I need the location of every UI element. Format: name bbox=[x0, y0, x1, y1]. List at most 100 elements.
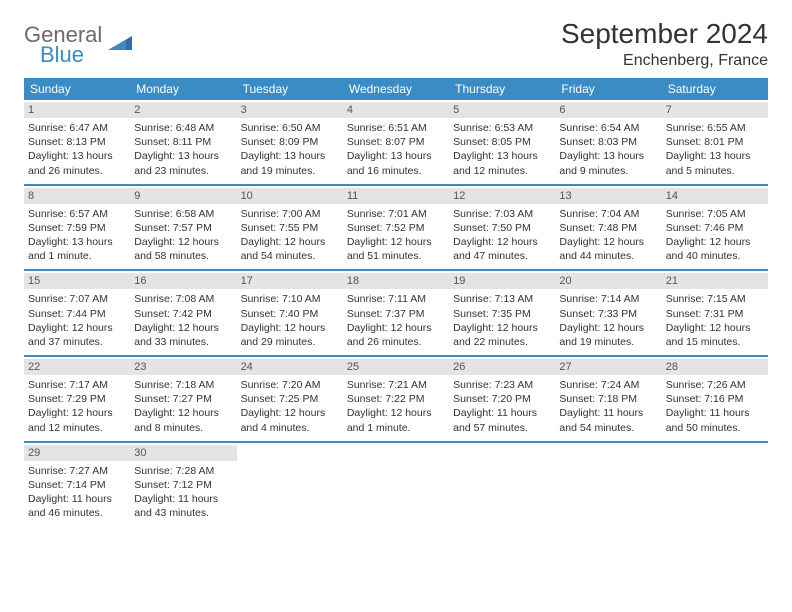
daylight-text-2: and 58 minutes. bbox=[134, 249, 232, 263]
sunset-text: Sunset: 8:07 PM bbox=[347, 135, 445, 149]
daylight-text-1: Daylight: 12 hours bbox=[347, 321, 445, 335]
daylight-text-2: and 37 minutes. bbox=[28, 335, 126, 349]
day-cell: 10Sunrise: 7:00 AMSunset: 7:55 PMDayligh… bbox=[237, 186, 343, 270]
daylight-text-2: and 12 minutes. bbox=[28, 421, 126, 435]
sunset-text: Sunset: 8:05 PM bbox=[453, 135, 551, 149]
day-cell: 15 Sunrise: 7:07 AMSunset: 7:44 PMDayligh… bbox=[24, 271, 130, 355]
day-number: 25 bbox=[343, 359, 449, 375]
day-number: 9 bbox=[130, 188, 236, 204]
day-number: 22 bbox=[24, 359, 130, 375]
sunrise-text: Sunrise: 6:47 AM bbox=[28, 121, 126, 135]
sunset-text: Sunset: 7:12 PM bbox=[134, 478, 232, 492]
sunset-text: Sunset: 8:11 PM bbox=[134, 135, 232, 149]
day-info: Sunrise: 7:05 AMSunset: 7:46 PMDaylight:… bbox=[666, 207, 764, 264]
brand-text-block: General Blue bbox=[24, 24, 102, 66]
sunset-text: Sunset: 7:31 PM bbox=[666, 307, 764, 321]
daylight-text-1: Daylight: 12 hours bbox=[347, 406, 445, 420]
daylight-text-2: and 54 minutes. bbox=[559, 421, 657, 435]
day-info: Sunrise: 7:13 AMSunset: 7:35 PMDaylight:… bbox=[453, 292, 551, 349]
sunset-text: Sunset: 7:22 PM bbox=[347, 392, 445, 406]
day-number: 15 bbox=[24, 273, 130, 289]
day-info: Sunrise: 7:24 AMSunset: 7:18 PMDaylight:… bbox=[559, 378, 657, 435]
day-info: Sunrise: 7:00 AMSunset: 7:55 PMDaylight:… bbox=[241, 207, 339, 264]
sunrise-text: Sunrise: 6:48 AM bbox=[134, 121, 232, 135]
sunrise-text: Sunrise: 7:03 AM bbox=[453, 207, 551, 221]
daylight-text-1: Daylight: 13 hours bbox=[28, 149, 126, 163]
sunrise-text: Sunrise: 7:27 AM bbox=[28, 464, 126, 478]
daylight-text-1: Daylight: 11 hours bbox=[28, 492, 126, 506]
day-cell: 3Sunrise: 6:50 AMSunset: 8:09 PMDaylight… bbox=[237, 100, 343, 184]
daylight-text-1: Daylight: 12 hours bbox=[28, 406, 126, 420]
daylight-text-1: Daylight: 13 hours bbox=[559, 149, 657, 163]
day-number: 8 bbox=[24, 188, 130, 204]
daylight-text-2: and 15 minutes. bbox=[666, 335, 764, 349]
day-info: Sunrise: 7:11 AMSunset: 7:37 PMDaylight:… bbox=[347, 292, 445, 349]
day-info: Sunrise: 6:51 AMSunset: 8:07 PMDaylight:… bbox=[347, 121, 445, 178]
day-number: 6 bbox=[555, 102, 661, 118]
day-cell: 16 Sunrise: 7:08 AMSunset: 7:42 PMDayligh… bbox=[130, 271, 236, 355]
page-header: General Blue September 2024 Enchenberg, … bbox=[24, 18, 768, 70]
day-cell: 29Sunrise: 7:27 AMSunset: 7:14 PMDayligh… bbox=[24, 443, 130, 527]
sunrise-text: Sunrise: 7:17 AM bbox=[28, 378, 126, 392]
daylight-text-1: Daylight: 11 hours bbox=[666, 406, 764, 420]
day-info: Sunrise: 7:23 AMSunset: 7:20 PMDaylight:… bbox=[453, 378, 551, 435]
daylight-text-2: and 16 minutes. bbox=[347, 164, 445, 178]
daylight-text-1: Daylight: 13 hours bbox=[453, 149, 551, 163]
month-title: September 2024 bbox=[561, 18, 768, 50]
day-number: 18 bbox=[343, 273, 449, 289]
day-number: 28 bbox=[662, 359, 768, 375]
day-cell bbox=[237, 443, 343, 527]
daylight-text-2: and 1 minute. bbox=[347, 421, 445, 435]
day-number: 26 bbox=[449, 359, 555, 375]
day-cell bbox=[449, 443, 555, 527]
sunset-text: Sunset: 7:42 PM bbox=[134, 307, 232, 321]
daylight-text-2: and 19 minutes. bbox=[241, 164, 339, 178]
day-cell bbox=[555, 443, 661, 527]
day-info: Sunrise: 7:07 AMSunset: 7:44 PMDaylight:… bbox=[28, 292, 126, 349]
day-info: Sunrise: 7:18 AMSunset: 7:27 PMDaylight:… bbox=[134, 378, 232, 435]
weekday-label: Tuesday bbox=[237, 78, 343, 100]
sunrise-text: Sunrise: 6:50 AM bbox=[241, 121, 339, 135]
sunset-text: Sunset: 8:01 PM bbox=[666, 135, 764, 149]
daylight-text-1: Daylight: 11 hours bbox=[559, 406, 657, 420]
week-row: 22Sunrise: 7:17 AMSunset: 7:29 PMDayligh… bbox=[24, 357, 768, 443]
sunrise-text: Sunrise: 7:21 AM bbox=[347, 378, 445, 392]
weekday-label: Friday bbox=[555, 78, 661, 100]
sunset-text: Sunset: 7:29 PM bbox=[28, 392, 126, 406]
daylight-text-2: and 26 minutes. bbox=[28, 164, 126, 178]
day-number: 16 bbox=[130, 273, 236, 289]
daylight-text-2: and 9 minutes. bbox=[559, 164, 657, 178]
daylight-text-1: Daylight: 12 hours bbox=[134, 406, 232, 420]
daylight-text-1: Daylight: 12 hours bbox=[666, 321, 764, 335]
sunset-text: Sunset: 7:40 PM bbox=[241, 307, 339, 321]
sunset-text: Sunset: 7:27 PM bbox=[134, 392, 232, 406]
sunrise-text: Sunrise: 6:53 AM bbox=[453, 121, 551, 135]
day-cell: 14Sunrise: 7:05 AMSunset: 7:46 PMDayligh… bbox=[662, 186, 768, 270]
daylight-text-1: Daylight: 13 hours bbox=[241, 149, 339, 163]
brand-triangle-icon bbox=[108, 34, 134, 57]
day-number: 19 bbox=[449, 273, 555, 289]
day-cell: 30Sunrise: 7:28 AMSunset: 7:12 PMDayligh… bbox=[130, 443, 236, 527]
sunset-text: Sunset: 7:52 PM bbox=[347, 221, 445, 235]
day-info: Sunrise: 7:08 AMSunset: 7:42 PMDaylight:… bbox=[134, 292, 232, 349]
daylight-text-2: and 57 minutes. bbox=[453, 421, 551, 435]
sunrise-text: Sunrise: 7:23 AM bbox=[453, 378, 551, 392]
day-info: Sunrise: 6:50 AMSunset: 8:09 PMDaylight:… bbox=[241, 121, 339, 178]
daylight-text-2: and 26 minutes. bbox=[347, 335, 445, 349]
day-number: 29 bbox=[24, 445, 130, 461]
daylight-text-2: and 12 minutes. bbox=[453, 164, 551, 178]
location-label: Enchenberg, France bbox=[561, 52, 768, 70]
sunrise-text: Sunrise: 7:24 AM bbox=[559, 378, 657, 392]
day-cell bbox=[343, 443, 449, 527]
daylight-text-1: Daylight: 11 hours bbox=[453, 406, 551, 420]
sunrise-text: Sunrise: 7:08 AM bbox=[134, 292, 232, 306]
sunrise-text: Sunrise: 6:55 AM bbox=[666, 121, 764, 135]
day-number: 27 bbox=[555, 359, 661, 375]
sunset-text: Sunset: 7:50 PM bbox=[453, 221, 551, 235]
daylight-text-2: and 51 minutes. bbox=[347, 249, 445, 263]
day-number: 20 bbox=[555, 273, 661, 289]
day-cell: 25 Sunrise: 7:21 AMSunset: 7:22 PMDayligh… bbox=[343, 357, 449, 441]
weekday-label: Sunday bbox=[24, 78, 130, 100]
daylight-text-2: and 43 minutes. bbox=[134, 506, 232, 520]
sunset-text: Sunset: 7:18 PM bbox=[559, 392, 657, 406]
